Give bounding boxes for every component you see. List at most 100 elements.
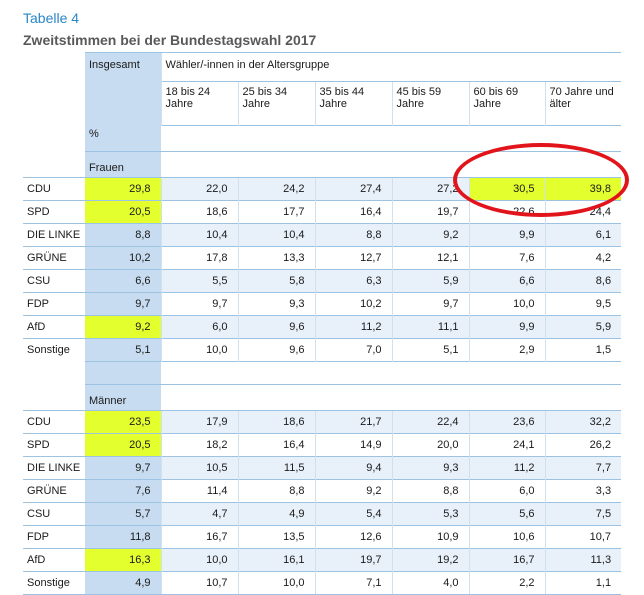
value-cell: 9,7 — [391, 292, 469, 316]
party-label: Sonstige — [23, 571, 85, 595]
value-cell: 5,3 — [391, 502, 469, 526]
value-cell: 22,0 — [160, 177, 238, 201]
header-age-1: 18 bis 24 Jahre — [160, 81, 238, 126]
section-spacer — [23, 361, 622, 385]
value-cell: 10,0 — [160, 338, 238, 362]
header-row-top: Insgesamt % Wähler/-innen in der Altersg… — [23, 52, 622, 152]
value-total: 5,1 — [85, 338, 161, 362]
table-caption: Tabelle 4 — [23, 10, 80, 26]
value-cell: 4,7 — [160, 502, 238, 526]
value-cell: 10,9 — [391, 525, 469, 549]
party-label: Sonstige — [23, 338, 85, 362]
value-cell: 9,5 — [544, 292, 622, 316]
section-row: Männer — [23, 384, 622, 411]
header-row-ages: 18 bis 24 Jahre 25 bis 34 Jahre 35 bis 44 … — [23, 81, 622, 126]
value-cell: 5,5 — [160, 269, 238, 293]
party-label: AfD — [23, 548, 85, 572]
party-label: SPD — [23, 200, 85, 224]
value-cell: 11,2 — [314, 315, 392, 339]
value-cell: 2,2 — [468, 571, 545, 595]
value-total: 9,2 — [85, 315, 161, 339]
table-row: GRÜNE 10,2 17,8 13,3 12,7 12,1 7,6 4,2 — [23, 246, 622, 270]
value-cell: 3,3 — [544, 479, 622, 503]
value-cell: 11,2 — [468, 456, 545, 480]
value-cell: 21,7 — [314, 410, 392, 434]
value-cell: 17,8 — [160, 246, 238, 270]
value-cell: 9,6 — [237, 315, 315, 339]
value-cell: 10,2 — [314, 292, 392, 316]
value-cell: 18,6 — [160, 200, 238, 224]
value-cell: 10,0 — [468, 292, 545, 316]
value-total: 7,6 — [85, 479, 161, 503]
table-row: Sonstige 5,1 10,0 9,6 7,0 5,1 2,9 1,5 — [23, 338, 622, 362]
value-cell: 22,6 — [468, 200, 545, 224]
party-label: CSU — [23, 269, 85, 293]
table-row: SPD 20,5 18,6 17,7 16,4 19,7 22,6 24,4 — [23, 200, 622, 224]
value-cell: 30,5 — [468, 177, 545, 201]
value-cell: 9,3 — [391, 456, 469, 480]
value-cell: 5,9 — [391, 269, 469, 293]
value-total: 9,7 — [85, 292, 161, 316]
value-cell: 9,7 — [160, 292, 238, 316]
value-cell: 27,4 — [314, 177, 392, 201]
value-total: 20,5 — [85, 200, 161, 224]
value-cell: 11,5 — [237, 456, 315, 480]
table-row: CDU 23,5 17,9 18,6 21,7 22,4 23,6 32,2 — [23, 410, 622, 434]
value-cell: 39,8 — [544, 177, 622, 201]
party-label: FDP — [23, 292, 85, 316]
value-cell: 16,4 — [237, 433, 315, 457]
value-cell: 7,0 — [314, 338, 392, 362]
party-label: CDU — [23, 410, 85, 434]
value-cell: 10,0 — [160, 548, 238, 572]
value-total: 29,8 — [85, 177, 161, 201]
value-cell: 12,1 — [391, 246, 469, 270]
value-cell: 16,1 — [237, 548, 315, 572]
header-unit: % — [89, 128, 99, 140]
value-cell: 4,2 — [544, 246, 622, 270]
table-row: AfD 9,2 6,0 9,6 11,2 11,1 9,9 5,9 — [23, 315, 622, 339]
party-label: DIE LINKE — [23, 223, 85, 247]
table-row: AfD 16,3 10,0 16,1 19,7 19,2 16,7 11,3 — [23, 548, 622, 572]
value-cell: 20,0 — [391, 433, 469, 457]
value-cell: 8,8 — [237, 479, 315, 503]
value-cell: 5,8 — [237, 269, 315, 293]
value-cell: 4,9 — [237, 502, 315, 526]
value-cell: 5,9 — [544, 315, 622, 339]
value-cell: 12,7 — [314, 246, 392, 270]
table-row: DIE LINKE 9,7 10,5 11,5 9,4 9,3 11,2 7,7 — [23, 456, 622, 480]
value-total: 5,7 — [85, 502, 161, 526]
value-cell: 8,8 — [314, 223, 392, 247]
value-total: 6,6 — [85, 269, 161, 293]
party-label: SPD — [23, 433, 85, 457]
table-row: GRÜNE 7,6 11,4 8,8 9,2 8,8 6,0 3,3 — [23, 479, 622, 503]
value-cell: 23,6 — [468, 410, 545, 434]
value-cell: 5,4 — [314, 502, 392, 526]
value-cell: 17,9 — [160, 410, 238, 434]
header-age-6: 70 Jahre und älter — [544, 81, 622, 126]
value-cell: 18,2 — [160, 433, 238, 457]
value-cell: 8,8 — [391, 479, 469, 503]
value-cell: 4,0 — [391, 571, 469, 595]
party-label: FDP — [23, 525, 85, 549]
value-cell: 10,7 — [544, 525, 622, 549]
section-label: Männer — [85, 384, 161, 411]
value-cell: 19,2 — [391, 548, 469, 572]
header-age-2: 25 bis 34 Jahre — [237, 81, 315, 126]
value-cell: 9,4 — [314, 456, 392, 480]
table-row: CSU 5,7 4,7 4,9 5,4 5,3 5,6 7,5 — [23, 502, 622, 526]
section-row: Frauen — [23, 151, 622, 178]
value-cell: 24,1 — [468, 433, 545, 457]
table-row: SPD 20,5 18,2 16,4 14,9 20,0 24,1 26,2 — [23, 433, 622, 457]
value-total: 16,3 — [85, 548, 161, 572]
value-cell: 9,9 — [468, 315, 545, 339]
value-cell: 7,7 — [544, 456, 622, 480]
value-cell: 32,2 — [544, 410, 622, 434]
table-row: FDP 11,8 16,7 13,5 12,6 10,9 10,6 10,7 — [23, 525, 622, 549]
table-row: DIE LINKE 8,8 10,4 10,4 8,8 9,2 9,9 6,1 — [23, 223, 622, 247]
table-row: CDU 29,8 22,0 24,2 27,4 27,2 30,5 39,8 — [23, 177, 622, 201]
value-cell: 5,6 — [468, 502, 545, 526]
party-label: DIE LINKE — [23, 456, 85, 480]
value-total: 11,8 — [85, 525, 161, 549]
value-cell: 24,2 — [237, 177, 315, 201]
table-container: Insgesamt % Wähler/-innen in der Altersg… — [23, 52, 622, 595]
